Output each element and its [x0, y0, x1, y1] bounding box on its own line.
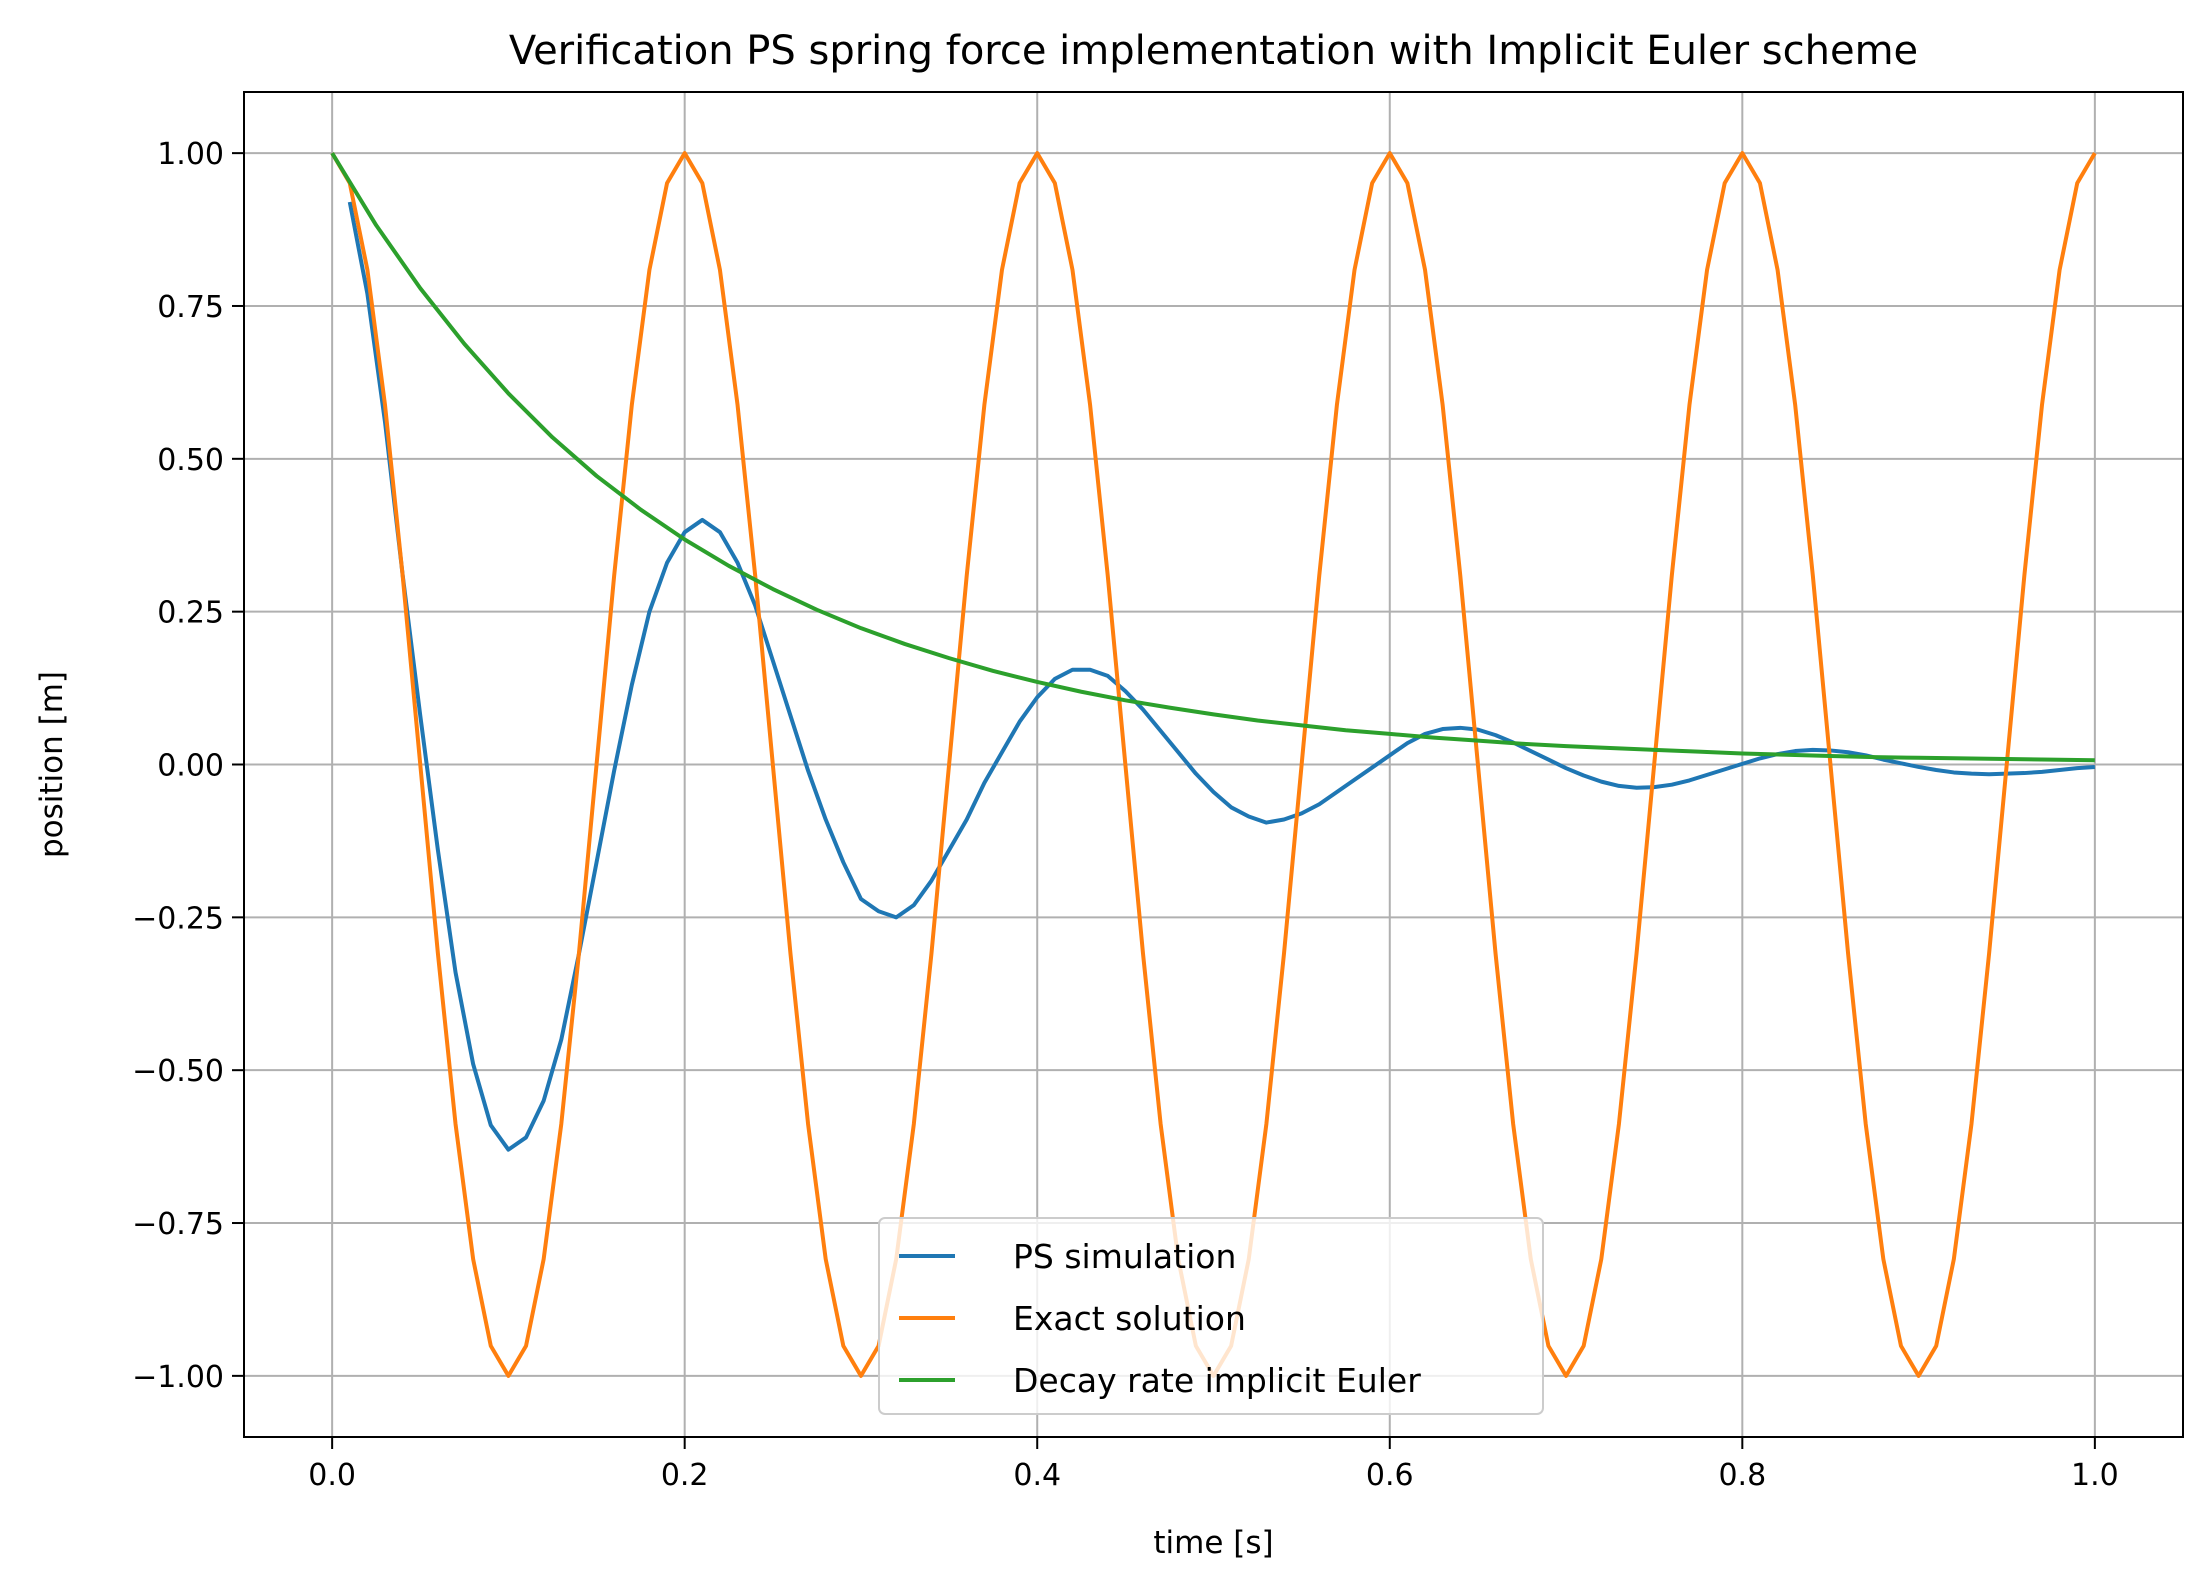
x-tick-label: 0.6	[1366, 1458, 1414, 1493]
y-tick-label: 0.25	[157, 596, 224, 631]
x-tick-label: 0.4	[1013, 1458, 1061, 1493]
ticks: 0.0 0.2 0.4 0.6 0.8 1.0 1.00 0.75 0.50 0.25 0.00 −0…	[132, 137, 2119, 1493]
x-tick-label: 0.8	[1718, 1458, 1766, 1493]
y-tick-label: −0.75	[132, 1207, 224, 1242]
x-tick-label: 1.0	[2071, 1458, 2119, 1493]
legend-box	[878, 1217, 1544, 1415]
x-tick-label: 0.2	[661, 1458, 709, 1493]
y-tick-label: −1.00	[132, 1360, 224, 1395]
y-tick-label: −0.50	[132, 1054, 224, 1089]
y-tick-label: 1.00	[157, 137, 224, 172]
y-tick-label: −0.25	[132, 901, 224, 936]
series-line-decay-rate-implicit-euler	[330, 152, 2095, 763]
x-axis-label: time [s]	[1153, 1525, 1273, 1561]
legend-label: PS simulation	[1013, 1237, 1236, 1276]
y-tick-label: 0.50	[157, 443, 224, 478]
series-line-ps-simulation	[347, 201, 2095, 1152]
chart-title: Verification PS spring force implementat…	[509, 28, 1918, 74]
legend-label: Decay rate implicit Euler	[1013, 1361, 1421, 1400]
y-axis-label: position [m]	[34, 671, 70, 858]
x-tick-label: 0.0	[308, 1458, 356, 1493]
y-tick-label: 0.00	[157, 749, 224, 784]
y-tick-label: 0.75	[157, 290, 224, 325]
legend-label: Exact solution	[1013, 1299, 1246, 1338]
legend: PS simulation Exact solution Decay rate im…	[878, 1217, 1544, 1415]
